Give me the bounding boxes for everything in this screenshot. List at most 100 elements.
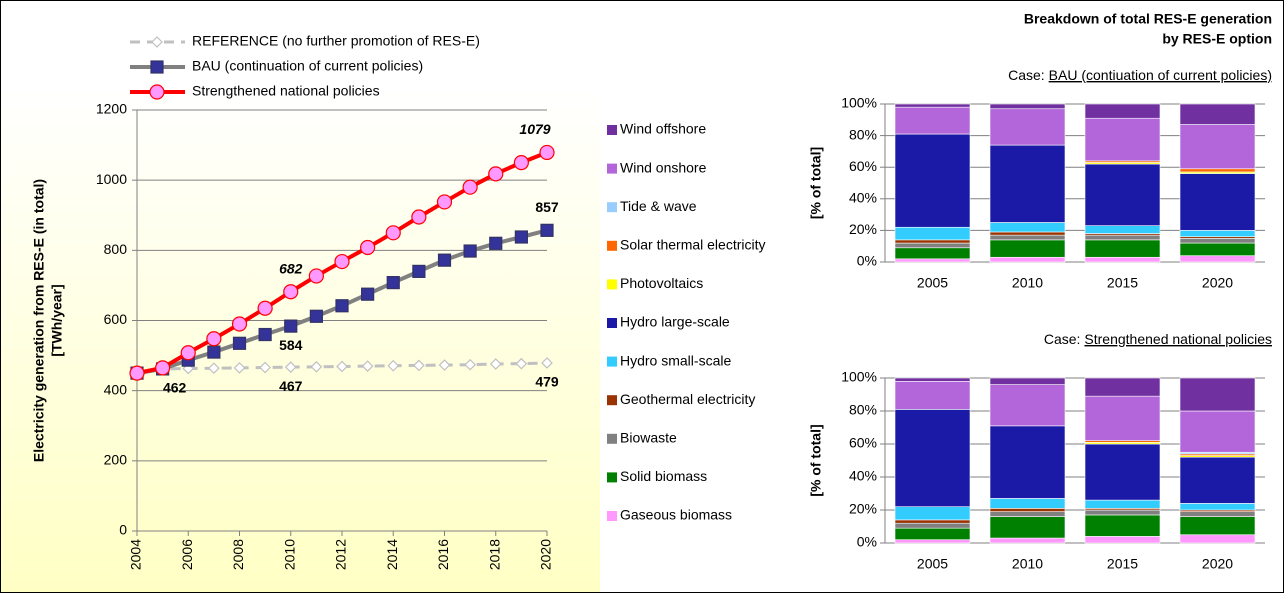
x-tick-label: 2010 bbox=[1012, 556, 1043, 572]
y-tick-label: 40% bbox=[849, 190, 877, 206]
bar-segment bbox=[989, 144, 1066, 223]
y-tick-label: 20% bbox=[849, 221, 877, 237]
subtitle-prefix: Case: bbox=[1008, 67, 1045, 83]
data-point bbox=[336, 360, 348, 373]
y-tick-label: 80% bbox=[849, 402, 877, 418]
bar-segment bbox=[989, 377, 1066, 385]
y-tick-label: 100% bbox=[841, 369, 877, 385]
bar-segment bbox=[989, 511, 1066, 517]
legend-label: BAU (continuation of current policies) bbox=[192, 58, 423, 74]
case-name: Strengthened national policies bbox=[1084, 331, 1272, 347]
data-label: 584 bbox=[279, 337, 303, 353]
data-point bbox=[308, 268, 324, 284]
bar-segment bbox=[894, 506, 971, 521]
data-point bbox=[464, 358, 476, 371]
bar-segment bbox=[989, 103, 1066, 110]
data-point bbox=[387, 359, 400, 372]
data-point bbox=[413, 359, 425, 372]
legend-label: Hydro large-scale bbox=[620, 314, 730, 330]
x-tick-label: 2015 bbox=[1107, 556, 1138, 572]
bar-segment bbox=[989, 516, 1066, 539]
legend-swatch bbox=[607, 472, 617, 483]
bar-segment bbox=[894, 377, 971, 382]
data-point bbox=[513, 155, 529, 171]
legend-label: Tide & wave bbox=[620, 198, 697, 214]
bar-segment bbox=[1084, 256, 1161, 263]
panel-background bbox=[0, 0, 600, 593]
bar-segment bbox=[989, 498, 1066, 509]
bar-segment bbox=[989, 256, 1066, 263]
data-point bbox=[206, 331, 222, 347]
legend-swatch bbox=[607, 433, 617, 444]
bar-segment bbox=[1179, 242, 1256, 256]
legend-marker bbox=[149, 84, 165, 100]
data-point bbox=[385, 225, 401, 241]
legend-swatch bbox=[607, 356, 617, 367]
bar-segment bbox=[1084, 509, 1161, 516]
data-point bbox=[309, 309, 323, 323]
bar-segment bbox=[1084, 514, 1161, 537]
x-tick-label: 2018 bbox=[486, 539, 502, 570]
bar-segment bbox=[894, 226, 971, 241]
bar-segment bbox=[1179, 168, 1256, 173]
bar-segment bbox=[1179, 410, 1256, 453]
x-tick-label: 2010 bbox=[1012, 275, 1043, 291]
y-tick-label: 600 bbox=[104, 311, 128, 327]
chart-title: by RES-E option bbox=[1162, 31, 1272, 47]
y-tick-label: 0% bbox=[857, 253, 877, 269]
bar-segment bbox=[1179, 534, 1256, 544]
y-axis-title: [% of total] bbox=[808, 147, 824, 219]
bar-segment bbox=[989, 239, 1066, 258]
y-tick-label: 100% bbox=[841, 95, 877, 111]
legend-swatch bbox=[607, 163, 617, 174]
data-label: 857 bbox=[535, 199, 559, 215]
bar-segment bbox=[1084, 443, 1161, 501]
legend-label: Solid biomass bbox=[620, 468, 707, 484]
y-tick-label: 800 bbox=[104, 241, 128, 257]
legend-swatch bbox=[607, 395, 617, 406]
bar-segment bbox=[894, 242, 971, 249]
data-point bbox=[283, 284, 299, 300]
data-point bbox=[514, 230, 528, 244]
data-point bbox=[412, 264, 426, 278]
data-point bbox=[386, 276, 400, 290]
legend-swatch bbox=[607, 202, 617, 213]
x-tick-label: 2010 bbox=[281, 539, 297, 570]
data-point bbox=[361, 360, 374, 372]
bar-segment bbox=[1084, 117, 1161, 162]
data-point bbox=[515, 357, 528, 370]
data-point bbox=[489, 236, 503, 250]
bar-segment bbox=[1179, 238, 1256, 244]
data-point bbox=[257, 300, 273, 316]
bar-segment bbox=[1084, 239, 1161, 258]
bar-segment bbox=[894, 409, 971, 508]
bar-segment bbox=[1179, 103, 1256, 125]
legend-label: Gaseous biomass bbox=[620, 507, 732, 523]
bar-segment bbox=[894, 527, 971, 541]
legend-swatch bbox=[607, 511, 617, 521]
data-point bbox=[334, 253, 350, 270]
legend-label: Photovoltaics bbox=[620, 275, 703, 291]
data-point bbox=[462, 179, 478, 195]
data-point bbox=[411, 209, 427, 225]
x-tick-label: 2005 bbox=[917, 275, 948, 291]
bar-segment bbox=[1084, 103, 1161, 119]
x-tick-label: 2016 bbox=[435, 539, 451, 570]
y-axis-title: [% of total] bbox=[808, 424, 824, 496]
bar-segment bbox=[1084, 499, 1161, 509]
bar-segment bbox=[1084, 225, 1161, 234]
data-point bbox=[259, 361, 271, 374]
bar-segment bbox=[1179, 511, 1256, 517]
bar-segment bbox=[894, 106, 971, 135]
y-axis-title: [TWh/year] bbox=[49, 284, 65, 356]
bar-segment bbox=[1179, 503, 1256, 511]
x-tick-label: 2020 bbox=[1202, 275, 1233, 291]
chart-title: Breakdown of total RES-E generation bbox=[1024, 11, 1272, 27]
bar-segment bbox=[1084, 377, 1161, 397]
y-tick-label: 400 bbox=[104, 381, 128, 397]
case-name: BAU (contiuation of current policies) bbox=[1049, 67, 1272, 83]
data-label: 462 bbox=[163, 380, 187, 396]
data-label: 479 bbox=[535, 374, 559, 390]
bar-segment bbox=[989, 231, 1066, 236]
data-point bbox=[437, 253, 452, 267]
